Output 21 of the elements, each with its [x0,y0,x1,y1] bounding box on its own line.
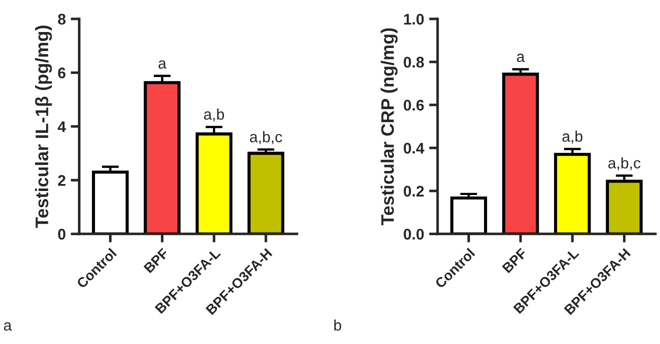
y-tick-label: 0.6 [404,100,424,111]
y-axis-title: Testicular IL-1β (pg/mg) [35,26,52,228]
y-tick-label: 0.8 [404,56,424,68]
y-tick-label: 0.2 [404,186,424,197]
y-tick-label: 0.4 [404,142,424,154]
annotation: a,b,c [250,131,282,144]
y-tick-label: 6 [58,68,66,78]
annotation: a [158,60,166,69]
y-axis-title: Testicular CRP (ng/mg) [380,28,398,226]
annotation: a,b,c [608,157,640,170]
annotation: a,b [204,108,224,122]
y-tick-label: 1.0 [404,14,424,25]
text: b [334,319,342,331]
y-tick-label: 8 [58,14,66,25]
annotation: a [516,54,525,62]
annotation: a,b [562,130,582,144]
y-tick-label: 2 [58,175,66,186]
y-tick-label: 4 [58,121,66,132]
text: a [4,322,12,331]
y-tick-label: 0.0 [404,228,424,240]
y-tick-label: 0 [58,228,66,240]
